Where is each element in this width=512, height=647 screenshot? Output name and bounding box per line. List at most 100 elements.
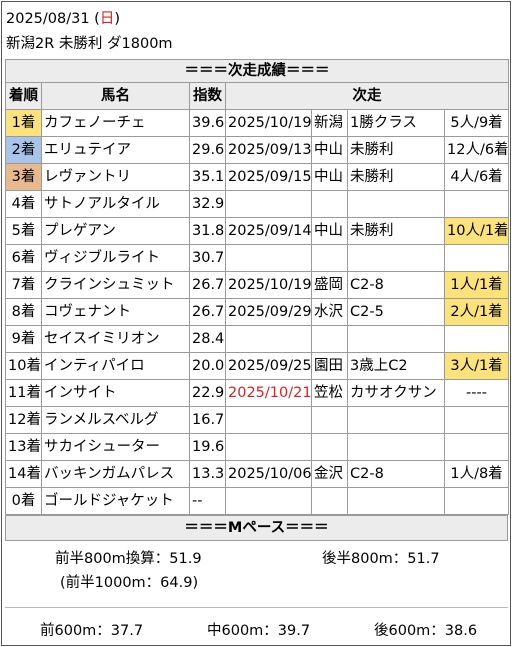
horse-name-cell: セイスイミリオン bbox=[41, 325, 190, 353]
next-class-cell: C2-8 bbox=[347, 271, 445, 299]
index-cell: 31.8 bbox=[189, 217, 226, 245]
table-row: 0着 ゴールドジャケット -- bbox=[5, 487, 510, 515]
next-class-cell: C2-5 bbox=[347, 298, 445, 326]
table-row: 6着 ヴィジブルライト 30.7 bbox=[5, 244, 510, 272]
next-date-cell: 2025/09/13 bbox=[225, 136, 312, 164]
next-date-cell bbox=[225, 406, 312, 434]
table-row: 9着 セイスイミリオン 28.4 bbox=[5, 325, 510, 353]
horse-name-cell: サトノアルタイル bbox=[41, 190, 190, 218]
next-class-cell: 1勝クラス bbox=[347, 109, 445, 137]
next-venue-cell: 中山 bbox=[311, 217, 348, 245]
next-date-cell bbox=[225, 487, 312, 515]
next-class-cell: 未勝利 bbox=[347, 136, 445, 164]
next-class-cell bbox=[347, 244, 445, 272]
next-venue-cell: 新潟 bbox=[311, 109, 348, 137]
table-row: 10着 インティパイロ 20.0 2025/09/25 園田 3歳上C2 3人/1着 bbox=[5, 352, 510, 380]
rank-cell: 9着 bbox=[5, 325, 42, 353]
next-class-cell bbox=[347, 190, 445, 218]
rank-cell: 1着 bbox=[5, 109, 42, 137]
horse-name-cell: コヴェナント bbox=[41, 298, 190, 326]
col-rank-header: 着順 bbox=[5, 82, 42, 110]
rank-cell: 8着 bbox=[5, 298, 42, 326]
next-venue-cell: 盛岡 bbox=[311, 271, 348, 299]
col-horse-header: 馬名 bbox=[41, 82, 190, 110]
table-row: 12着 ランメルスベルグ 16.7 bbox=[5, 406, 510, 434]
horse-name-cell: ゴールドジャケット bbox=[41, 487, 190, 515]
index-cell: 29.6 bbox=[189, 136, 226, 164]
rank-cell: 10着 bbox=[5, 352, 42, 380]
next-class-cell bbox=[347, 433, 445, 461]
next-date-cell bbox=[225, 433, 312, 461]
next-result-cell: ---- bbox=[443, 379, 510, 407]
horse-name-cell: レヴァントリ bbox=[41, 163, 190, 191]
rank-cell: 4着 bbox=[5, 190, 42, 218]
next-date-cell bbox=[225, 244, 312, 272]
table-row: 13着 サカイシューター 19.6 bbox=[5, 433, 510, 461]
next-class-cell: 3歳上C2 bbox=[347, 352, 445, 380]
horse-name-cell: クラインシュミット bbox=[41, 271, 190, 299]
next-venue-cell bbox=[311, 325, 348, 353]
divider bbox=[5, 607, 508, 608]
next-race-table: ＝＝＝次走成績＝＝＝ 着順 馬名 指数 次走 1着 カフェノーチェ 39.6 2025… bbox=[4, 59, 510, 515]
index-cell: 16.7 bbox=[189, 406, 226, 434]
next-date-cell: 2025/09/29 bbox=[225, 298, 312, 326]
table-row: 3着 レヴァントリ 35.1 2025/09/15 中山 未勝利 4人/6着 bbox=[5, 163, 510, 191]
pace-back-600: 後600m：38.6 bbox=[374, 623, 478, 639]
rank-cell: 5着 bbox=[5, 217, 42, 245]
pace-first-1000: (前半1000m：64.9) bbox=[60, 575, 199, 591]
next-venue-cell: 水沢 bbox=[311, 298, 348, 326]
index-cell: 20.0 bbox=[189, 352, 226, 380]
index-cell: 35.1 bbox=[189, 163, 226, 191]
next-result-cell: 3人/1着 bbox=[443, 352, 510, 380]
horse-name-cell: インサイト bbox=[41, 379, 190, 407]
next-date-cell: 2025/10/06 bbox=[225, 460, 312, 488]
col-index-header: 指数 bbox=[189, 82, 226, 110]
horse-name-cell: ヴィジブルライト bbox=[41, 244, 190, 272]
next-venue-cell: 笠松 bbox=[311, 379, 348, 407]
rank-cell: 6着 bbox=[5, 244, 42, 272]
next-result-cell bbox=[443, 190, 510, 218]
rank-cell: 0着 bbox=[5, 487, 42, 515]
rank-cell: 2着 bbox=[5, 136, 42, 164]
table-row: 8着 コヴェナント 26.7 2025/09/29 水沢 C2-5 2人/1着 bbox=[5, 298, 510, 326]
index-cell: 28.4 bbox=[189, 325, 226, 353]
next-result-cell bbox=[443, 433, 510, 461]
index-cell: 26.7 bbox=[189, 271, 226, 299]
index-cell: 30.7 bbox=[189, 244, 226, 272]
next-venue-cell bbox=[311, 406, 348, 434]
pace-mid-600: 中600m：39.7 bbox=[207, 623, 311, 639]
index-cell: 32.9 bbox=[189, 190, 226, 218]
rank-cell: 7着 bbox=[5, 271, 42, 299]
next-date-cell: 2025/09/15 bbox=[225, 163, 312, 191]
section-title: ＝＝＝次走成績＝＝＝ bbox=[4, 59, 510, 83]
next-venue-cell bbox=[311, 487, 348, 515]
index-cell: 22.9 bbox=[189, 379, 226, 407]
rank-cell: 12着 bbox=[5, 406, 42, 434]
pace-last-800: 後半800m：51.7 bbox=[322, 551, 440, 567]
next-class-cell: カサオクサン bbox=[347, 379, 445, 407]
table-row: 2着 エリュテイア 29.6 2025/09/13 中山 未勝利 12人/6着 bbox=[5, 136, 510, 164]
table-row: 5着 プレゲアン 31.8 2025/09/14 中山 未勝利 10人/1着 bbox=[5, 217, 510, 245]
table-row: 4着 サトノアルタイル 32.9 bbox=[5, 190, 510, 218]
next-venue-cell bbox=[311, 244, 348, 272]
index-cell: 26.7 bbox=[189, 298, 226, 326]
horse-name-cell: サカイシューター bbox=[41, 433, 190, 461]
rank-cell: 11着 bbox=[5, 379, 42, 407]
horse-name-cell: エリュテイア bbox=[41, 136, 190, 164]
next-result-cell bbox=[443, 325, 510, 353]
next-date-cell: 2025/10/21 bbox=[225, 379, 312, 407]
index-cell: 13.3 bbox=[189, 460, 226, 488]
index-cell: 39.6 bbox=[189, 109, 226, 137]
next-class-cell bbox=[347, 406, 445, 434]
next-class-cell bbox=[347, 487, 445, 515]
table-row: 7着 クラインシュミット 26.7 2025/10/19 盛岡 C2-8 1人/1着 bbox=[5, 271, 510, 299]
next-class-cell: C2-8 bbox=[347, 460, 445, 488]
table-row: 14着 バッキンガムパレス 13.3 2025/10/06 金沢 C2-8 1人/8着 bbox=[5, 460, 510, 488]
pace-title: ＝＝＝Mペース＝＝＝ bbox=[5, 515, 508, 541]
index-cell: 19.6 bbox=[189, 433, 226, 461]
table-row: 1着 カフェノーチェ 39.6 2025/10/19 新潟 1勝クラス 5人/9着 bbox=[5, 109, 510, 137]
next-venue-cell: 園田 bbox=[311, 352, 348, 380]
next-result-cell bbox=[443, 406, 510, 434]
horse-name-cell: インティパイロ bbox=[41, 352, 190, 380]
